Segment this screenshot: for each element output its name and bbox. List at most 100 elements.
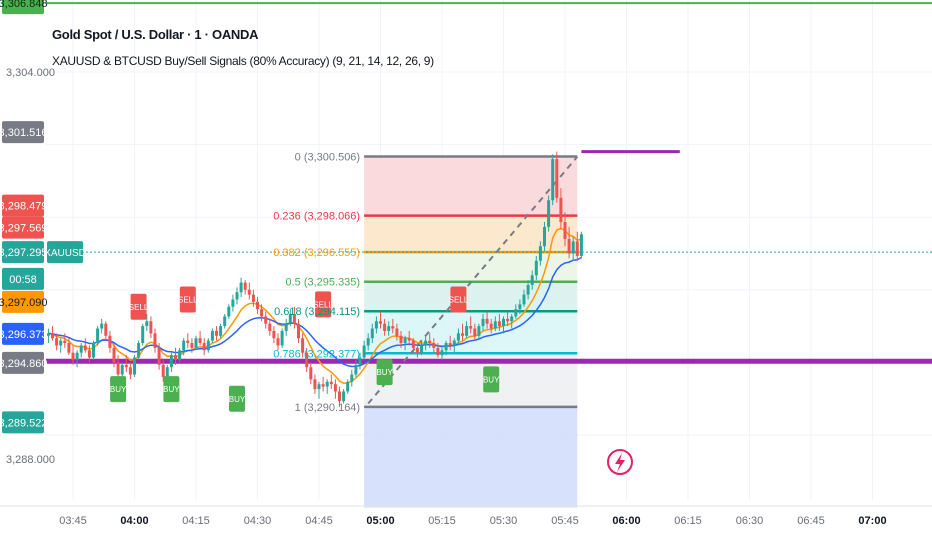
candle-body[interactable] bbox=[370, 328, 374, 339]
candle-body[interactable] bbox=[231, 299, 235, 307]
candle-body[interactable] bbox=[92, 343, 95, 358]
candle-body[interactable] bbox=[75, 352, 79, 360]
candle-body[interactable] bbox=[178, 350, 182, 360]
candle-body[interactable] bbox=[350, 374, 354, 382]
candle-body[interactable] bbox=[395, 328, 399, 336]
candle-body[interactable] bbox=[387, 326, 391, 331]
candle-body[interactable] bbox=[502, 318, 505, 327]
candle-body[interactable] bbox=[522, 294, 526, 305]
candle-body[interactable] bbox=[452, 340, 456, 346]
candle-body[interactable] bbox=[407, 338, 411, 341]
candle-body[interactable] bbox=[112, 347, 116, 363]
candle-body[interactable] bbox=[297, 323, 300, 339]
candle-body[interactable] bbox=[157, 347, 161, 365]
candle-body[interactable] bbox=[301, 338, 305, 353]
candle-body[interactable] bbox=[116, 362, 120, 375]
candle-body[interactable] bbox=[543, 226, 546, 247]
candle-body[interactable] bbox=[567, 238, 571, 254]
candle-body[interactable] bbox=[510, 316, 514, 322]
price-label-box[interactable] bbox=[2, 267, 44, 290]
indicator-title[interactable]: XAUUSD & BTCUSD Buy/Sell Signals (80% Ac… bbox=[52, 54, 434, 68]
candle-body[interactable] bbox=[530, 275, 534, 285]
price-label-box[interactable] bbox=[2, 241, 44, 264]
candle-body[interactable] bbox=[338, 391, 341, 402]
flash-icon[interactable] bbox=[607, 449, 633, 475]
candle-body[interactable] bbox=[59, 340, 63, 346]
candle-body[interactable] bbox=[108, 335, 112, 348]
candle-body[interactable] bbox=[321, 384, 325, 387]
price-axis[interactable]: 3,304.000 3,288.000 3,306.848 3,301.516 3,29… bbox=[0, 0, 86, 466]
candle-body[interactable] bbox=[309, 367, 313, 380]
candle-body[interactable] bbox=[260, 309, 264, 317]
candle-body[interactable] bbox=[477, 326, 481, 336]
candle-body[interactable] bbox=[145, 321, 149, 327]
candle-body[interactable] bbox=[440, 350, 444, 356]
candle-body[interactable] bbox=[194, 338, 198, 348]
candle-body[interactable] bbox=[571, 241, 575, 254]
candle-body[interactable] bbox=[366, 338, 370, 346]
candle-body[interactable] bbox=[444, 343, 448, 351]
candle-body[interactable] bbox=[51, 333, 54, 339]
candle-body[interactable] bbox=[563, 222, 567, 239]
candle-body[interactable] bbox=[71, 352, 75, 360]
candle-body[interactable] bbox=[149, 321, 153, 334]
candle-body[interactable] bbox=[391, 326, 395, 329]
candle-body[interactable] bbox=[489, 323, 493, 329]
price-label-box[interactable] bbox=[2, 322, 44, 345]
candle-body[interactable] bbox=[272, 330, 276, 339]
candle-body[interactable] bbox=[63, 340, 67, 344]
candle-body[interactable] bbox=[473, 328, 477, 336]
candle-body[interactable] bbox=[124, 364, 128, 368]
candle-body[interactable] bbox=[169, 355, 173, 368]
price-label-box[interactable] bbox=[2, 0, 44, 15]
candle-body[interactable] bbox=[424, 340, 428, 346]
candle-body[interactable] bbox=[506, 318, 510, 322]
candle-body[interactable] bbox=[436, 347, 440, 356]
candle-body[interactable] bbox=[383, 323, 387, 331]
candle-body[interactable] bbox=[325, 381, 329, 387]
candle-body[interactable] bbox=[411, 340, 415, 348]
candle-body[interactable] bbox=[403, 338, 407, 344]
candle-body[interactable] bbox=[456, 333, 460, 341]
candle-body[interactable] bbox=[239, 282, 243, 293]
price-label-box[interactable] bbox=[2, 290, 44, 313]
candle-body[interactable] bbox=[538, 246, 542, 261]
time-axis[interactable]: 03:45 04:00 04:15 04:30 04:45 05:00 05:15 05:30… bbox=[0, 505, 932, 527]
price-label-box[interactable] bbox=[2, 194, 44, 217]
candle-body[interactable] bbox=[374, 321, 378, 329]
candle-body[interactable] bbox=[153, 333, 157, 348]
candle-body[interactable] bbox=[575, 241, 579, 256]
candle-body[interactable] bbox=[358, 357, 362, 365]
candle-body[interactable] bbox=[432, 343, 436, 348]
candle-body[interactable] bbox=[342, 391, 346, 402]
candle-body[interactable] bbox=[223, 316, 227, 327]
candle-body[interactable] bbox=[264, 316, 268, 324]
candle-body[interactable] bbox=[555, 159, 559, 198]
candle-body[interactable] bbox=[551, 159, 555, 201]
candles[interactable] bbox=[46, 151, 583, 407]
candle-body[interactable] bbox=[100, 323, 104, 329]
candle-body[interactable] bbox=[227, 306, 231, 317]
candle-body[interactable] bbox=[137, 343, 141, 358]
candle-body[interactable] bbox=[317, 384, 321, 390]
candle-body[interactable] bbox=[219, 326, 223, 336]
candle-body[interactable] bbox=[210, 330, 214, 341]
candle-body[interactable] bbox=[415, 347, 419, 353]
candle-body[interactable] bbox=[514, 309, 518, 317]
candle-body[interactable] bbox=[305, 352, 309, 368]
candle-body[interactable] bbox=[481, 318, 485, 327]
candle-body[interactable] bbox=[280, 330, 284, 346]
candle-body[interactable] bbox=[292, 314, 296, 324]
candle-body[interactable] bbox=[161, 364, 165, 377]
candle-body[interactable] bbox=[87, 350, 91, 358]
candle-body[interactable] bbox=[485, 318, 489, 324]
candle-body[interactable] bbox=[202, 343, 206, 351]
candle-body[interactable] bbox=[526, 284, 530, 295]
symbol-title[interactable]: Gold Spot / U.S. Dollar · 1 · OANDA bbox=[52, 27, 259, 42]
candle-body[interactable] bbox=[346, 381, 350, 392]
price-label-box[interactable] bbox=[2, 411, 44, 434]
candle-body[interactable] bbox=[268, 323, 272, 331]
candle-body[interactable] bbox=[182, 340, 186, 351]
price-label-box[interactable] bbox=[2, 216, 44, 239]
candle-body[interactable] bbox=[497, 321, 501, 327]
